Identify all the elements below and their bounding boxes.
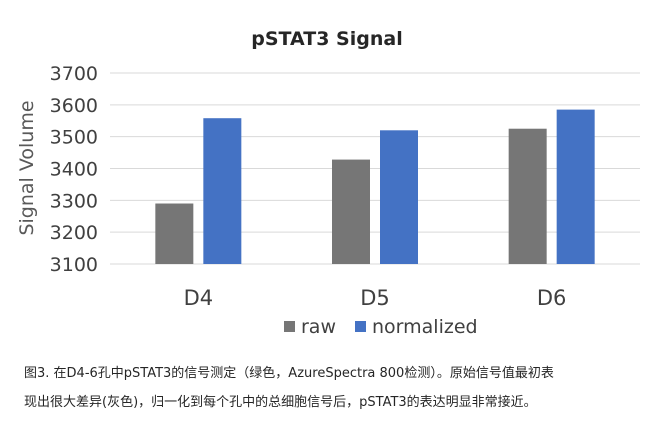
- legend-swatch-raw: [284, 321, 295, 332]
- bar-normalized-D6: [556, 109, 595, 264]
- y-tick-label: 3100: [50, 254, 98, 276]
- x-category-label: D5: [360, 286, 390, 310]
- gridlines: [110, 72, 640, 265]
- x-category-label: D6: [537, 286, 567, 310]
- figure-caption: 图3. 在D4-6孔中pSTAT3的信号测定（绿色，AzureSpectra 8…: [24, 359, 636, 417]
- bar-normalized-D5: [380, 130, 418, 264]
- bar-normalized-D4: [203, 118, 242, 264]
- legend-label-normalized: normalized: [372, 316, 478, 338]
- y-axis-ticks: 3100 3200 3300 3400 3500 3600 3700: [50, 63, 98, 276]
- caption-line-2: 现出很大差异(灰色)，归一化到每个孔中的总细胞信号后，pSTAT3的表达明显非常…: [24, 395, 537, 410]
- y-tick-label: 3200: [50, 222, 98, 244]
- chart-title: pSTAT3 Signal: [251, 28, 402, 50]
- y-tick-label: 3300: [50, 190, 98, 212]
- y-tick-label: 3500: [50, 127, 98, 149]
- y-tick-label: 3400: [50, 159, 98, 181]
- bar-chart: pSTAT3 Signal Signal Volume 3100 3200 3300…: [16, 28, 640, 338]
- legend-swatch-normalized: [355, 321, 366, 332]
- legend: raw normalized: [284, 316, 478, 338]
- y-tick-label: 3600: [50, 95, 98, 117]
- caption-line-1: 图3. 在D4-6孔中pSTAT3的信号测定（绿色，AzureSpectra 8…: [24, 366, 554, 381]
- x-axis-categories: D4 D5 D6: [184, 286, 567, 310]
- bars: [155, 109, 595, 264]
- bar-raw-D6: [508, 128, 547, 264]
- bar-raw-D5: [332, 159, 370, 264]
- bar-raw-D4: [155, 203, 194, 264]
- y-axis-label: Signal Volume: [16, 100, 38, 235]
- y-tick-label: 3700: [50, 63, 98, 85]
- legend-label-raw: raw: [301, 316, 336, 338]
- x-category-label: D4: [184, 286, 214, 310]
